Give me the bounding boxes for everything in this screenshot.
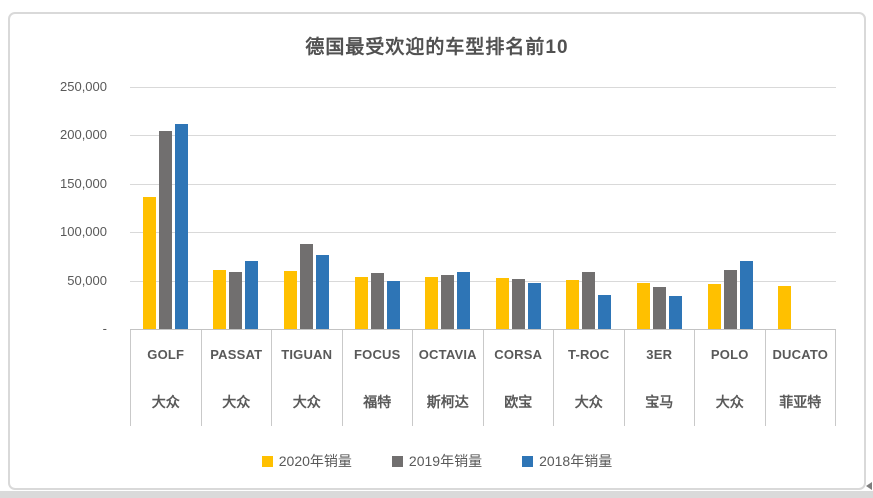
legend-swatch-icon — [261, 455, 273, 467]
y-tick-label: 150,000 — [60, 175, 107, 191]
scrollbar-left-arrow-icon[interactable] — [866, 482, 872, 490]
bar-group-focus — [342, 87, 413, 329]
y-tick-label: 200,000 — [60, 127, 107, 143]
x-category-cell: PASSAT 大众 — [200, 330, 272, 426]
bar-2019年销量-golf[interactable] — [158, 131, 172, 329]
bar-group-tiguan — [271, 87, 342, 329]
x-label-model: FOCUS — [354, 346, 401, 362]
x-category-cell: 3ER 宝马 — [623, 330, 695, 426]
bar-2018年销量-octavia[interactable] — [457, 271, 471, 329]
legend-label: 2020年销量 — [278, 453, 352, 469]
x-label-model: OCTAVIA — [418, 346, 477, 362]
gridline — [130, 280, 836, 282]
x-label-brand: 大众 — [151, 394, 180, 410]
bar-group-passat — [201, 87, 272, 329]
bar-2020年销量-t-roc[interactable] — [566, 279, 580, 329]
bar-2019年销量-3er[interactable] — [652, 286, 666, 329]
x-category-cell: FOCUS 福特 — [341, 330, 413, 426]
bar-2018年销量-passat[interactable] — [245, 261, 259, 329]
x-label-model: 3ER — [646, 346, 673, 362]
x-category-cell: DUCATO 菲亚特 — [764, 330, 836, 426]
plot-area — [130, 87, 836, 330]
bar-group-octavia — [412, 87, 483, 329]
y-tick-label: - — [102, 321, 107, 336]
chart-title[interactable]: 德国最受欢迎的车型排名前10 — [305, 37, 569, 58]
x-category-cell: GOLF 大众 — [130, 330, 201, 426]
bar-2020年销量-ducato[interactable] — [778, 286, 792, 329]
bar-group-3er — [624, 87, 695, 329]
bar-2019年销量-t-roc[interactable] — [582, 271, 596, 329]
bar-group-golf — [130, 87, 201, 329]
bar-group-t-roc — [554, 87, 625, 329]
legend-item-2020年销量[interactable]: 2020年销量 — [261, 451, 352, 471]
bar-2020年销量-3er[interactable] — [636, 283, 650, 329]
horizontal-scrollbar-track[interactable] — [0, 491, 873, 498]
x-category-cell: CORSA 欧宝 — [482, 330, 554, 426]
bar-2018年销量-golf[interactable] — [174, 124, 188, 329]
x-category-cell: TIGUAN 大众 — [271, 330, 342, 426]
x-label-brand: 斯柯达 — [426, 394, 469, 410]
gridline — [130, 87, 836, 88]
bar-2019年销量-focus[interactable] — [370, 272, 384, 329]
legend: 2020年销量 2019年销量 2018年销量 — [10, 450, 864, 472]
legend-swatch-icon — [522, 455, 534, 467]
bar-2020年销量-octavia[interactable] — [425, 277, 439, 329]
bar-2018年销量-polo[interactable] — [739, 261, 753, 329]
gridline — [130, 135, 836, 137]
x-category-cell: T-ROC 大众 — [553, 330, 624, 426]
x-label-model: DUCATO — [772, 346, 829, 362]
chart-area[interactable]: 德国最受欢迎的车型排名前10 250,000 200,000 150,000 100,… — [8, 12, 866, 490]
legend-item-2019年销量[interactable]: 2019年销量 — [391, 451, 483, 471]
x-label-model: GOLF — [147, 346, 185, 362]
y-tick-label: 100,000 — [60, 224, 107, 240]
bar-2019年销量-corsa[interactable] — [511, 278, 525, 329]
x-label-brand: 大众 — [574, 394, 603, 410]
y-tick-label: 50,000 — [67, 272, 107, 288]
bar-2018年销量-3er[interactable] — [668, 296, 682, 329]
bar-2020年销量-focus[interactable] — [354, 276, 368, 329]
x-category-cell: OCTAVIA 斯柯达 — [412, 330, 483, 426]
x-label-brand: 福特 — [363, 394, 392, 410]
y-axis: 250,000 200,000 150,000 100,000 50,000 - — [10, 14, 110, 492]
bar-2018年销量-t-roc[interactable] — [598, 294, 612, 329]
bar-2020年销量-tiguan[interactable] — [283, 270, 297, 329]
bar-group-corsa — [483, 87, 554, 329]
bar-group-polo — [695, 87, 766, 329]
bar-2018年销量-tiguan[interactable] — [315, 255, 329, 329]
x-axis-labels: GOLF 大众 PASSAT 大众 TIGUAN 大众 FOCUS 福特 OCTAVIA 斯柯达 C… — [130, 330, 836, 426]
legend-item-2018年销量[interactable]: 2018年销量 — [522, 451, 612, 471]
bar-2020年销量-golf[interactable] — [142, 197, 156, 329]
legend-label: 2019年销量 — [408, 453, 483, 469]
x-label-model: T-ROC — [568, 346, 610, 362]
bar-2020年销量-passat[interactable] — [213, 269, 227, 329]
x-label-brand: 大众 — [222, 394, 251, 410]
gridline — [130, 232, 836, 234]
bar-2019年销量-tiguan[interactable] — [299, 243, 313, 329]
x-label-brand: 菲亚特 — [779, 394, 822, 410]
x-category-cell: POLO 大众 — [694, 330, 765, 426]
x-label-model: POLO — [710, 346, 749, 362]
bar-2018年销量-focus[interactable] — [386, 280, 400, 329]
bar-2019年销量-polo[interactable] — [723, 269, 737, 329]
y-tick-label: 250,000 — [60, 79, 107, 94]
legend-label: 2018年销量 — [539, 453, 613, 469]
x-label-brand: 大众 — [292, 394, 321, 410]
gridline — [130, 183, 836, 185]
x-label-brand: 欧宝 — [504, 394, 533, 410]
x-label-model: PASSAT — [210, 346, 263, 362]
legend-swatch-icon — [391, 455, 403, 467]
bar-2020年销量-corsa[interactable] — [495, 277, 509, 329]
x-label-brand: 大众 — [715, 394, 744, 410]
bar-2020年销量-polo[interactable] — [707, 283, 721, 329]
x-label-brand: 宝马 — [645, 394, 674, 410]
bar-2019年销量-octavia[interactable] — [441, 275, 455, 329]
bar-2018年销量-corsa[interactable] — [527, 283, 541, 329]
bar-2019年销量-passat[interactable] — [229, 271, 243, 329]
bar-group-ducato — [765, 87, 836, 329]
x-label-model: TIGUAN — [281, 346, 333, 362]
x-label-model: CORSA — [494, 346, 543, 362]
